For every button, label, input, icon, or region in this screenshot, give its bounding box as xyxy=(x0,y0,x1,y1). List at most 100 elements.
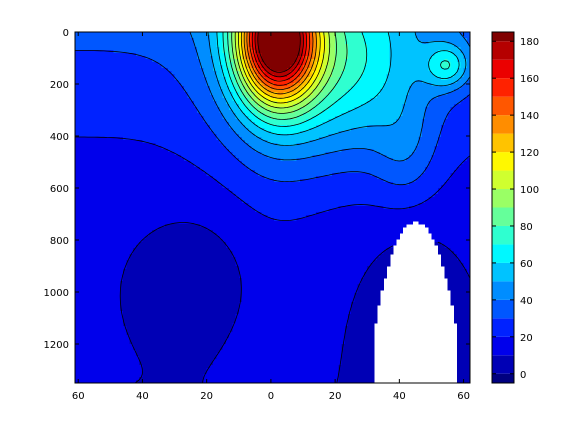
contour-cell xyxy=(264,53,269,57)
contour-cell xyxy=(450,86,455,90)
contour-cell xyxy=(232,50,237,54)
contour-cell xyxy=(408,65,413,69)
contour-cell xyxy=(357,80,362,84)
contour-cell xyxy=(434,44,439,48)
contour-cell xyxy=(431,92,436,96)
contour-cell xyxy=(94,32,99,36)
contour-cell xyxy=(235,80,240,84)
contour-cell xyxy=(277,95,282,99)
contour-cell xyxy=(142,44,147,48)
contour-cell xyxy=(396,50,400,54)
contour-cell xyxy=(286,47,291,51)
contour-cell xyxy=(335,89,339,93)
contour-cell xyxy=(441,38,445,42)
contour-cell xyxy=(193,68,198,72)
contour-cell xyxy=(328,107,333,111)
contour-cell xyxy=(87,98,92,102)
contour-cell xyxy=(97,107,102,111)
contour-cell xyxy=(232,44,237,48)
contour-cell xyxy=(380,80,384,84)
contour-cell xyxy=(161,80,166,84)
contour-cell xyxy=(396,80,400,84)
contour-cell xyxy=(421,104,426,108)
contour-cell xyxy=(213,89,217,93)
contour-cell xyxy=(444,71,449,75)
contour-cell xyxy=(319,80,323,84)
contour-cell xyxy=(434,53,439,57)
contour-cell xyxy=(161,101,166,105)
contour-cell xyxy=(225,83,230,87)
contour-cell xyxy=(107,38,111,42)
contour-cell xyxy=(168,41,172,45)
contour-cell xyxy=(116,98,121,102)
contour-cell xyxy=(389,59,394,63)
contour-cell xyxy=(180,59,185,63)
contour-cell xyxy=(241,80,246,84)
contour-cell xyxy=(392,32,397,36)
contour-cell xyxy=(158,56,163,60)
contour-cell xyxy=(402,89,407,93)
contour-cell xyxy=(270,89,275,93)
contour-cell xyxy=(280,68,285,72)
contour-cell xyxy=(370,62,375,66)
contour-cell xyxy=(347,32,352,36)
contour-cell xyxy=(119,32,124,36)
contour-cell xyxy=(367,62,372,66)
contour-cell xyxy=(331,53,336,57)
contour-cell xyxy=(373,56,378,60)
contour-cell xyxy=(258,107,262,111)
contour-cell xyxy=(184,92,188,96)
contour-cell xyxy=(126,92,131,96)
contour-cell xyxy=(94,77,99,81)
contour-cell xyxy=(376,38,381,42)
contour-cell xyxy=(418,80,423,84)
contour-cell xyxy=(123,71,127,75)
contour-cell xyxy=(280,86,285,90)
contour-cell xyxy=(367,89,372,93)
contour-cell xyxy=(380,35,384,39)
contour-cell xyxy=(171,53,176,57)
contour-cell xyxy=(145,83,150,87)
contour-cell xyxy=(139,38,144,42)
contour-cell xyxy=(225,107,230,111)
contour-cell xyxy=(222,83,227,87)
contour-cell xyxy=(299,44,304,48)
contour-cell xyxy=(177,98,182,102)
contour-cell xyxy=(174,89,179,93)
contour-cell xyxy=(280,47,285,51)
contour-cell xyxy=(434,62,439,66)
contour-cell xyxy=(129,92,134,96)
contour-cell xyxy=(335,59,339,63)
contour-cell xyxy=(136,92,140,96)
contour-cell xyxy=(357,86,362,90)
contour-cell xyxy=(290,32,294,36)
contour-cell xyxy=(158,59,163,63)
contour-cell xyxy=(370,47,375,51)
contour-cell xyxy=(187,104,192,108)
contour-cell xyxy=(152,74,156,78)
contour-cell xyxy=(206,68,211,72)
contour-cell xyxy=(370,83,375,87)
contour-cell xyxy=(415,80,420,84)
contour-cell xyxy=(389,71,394,75)
contour-cell xyxy=(283,65,288,69)
contour-cell xyxy=(261,38,266,42)
contour-cell xyxy=(434,80,439,84)
contour-cell xyxy=(306,92,311,96)
contour-cell xyxy=(245,56,250,60)
contour-cell xyxy=(437,98,442,102)
contour-cell xyxy=(286,107,291,111)
contour-cell xyxy=(389,41,394,45)
contour-cell xyxy=(116,59,121,63)
contour-cell xyxy=(177,50,182,54)
contour-cell xyxy=(81,98,86,102)
contour-cell xyxy=(277,50,282,54)
contour-cell xyxy=(164,44,169,48)
contour-cell xyxy=(245,53,250,57)
contour-cell xyxy=(341,35,346,39)
contour-cell xyxy=(229,50,233,54)
contour-cell xyxy=(264,86,269,90)
contour-cell xyxy=(267,80,272,84)
contour-cell xyxy=(328,95,333,99)
